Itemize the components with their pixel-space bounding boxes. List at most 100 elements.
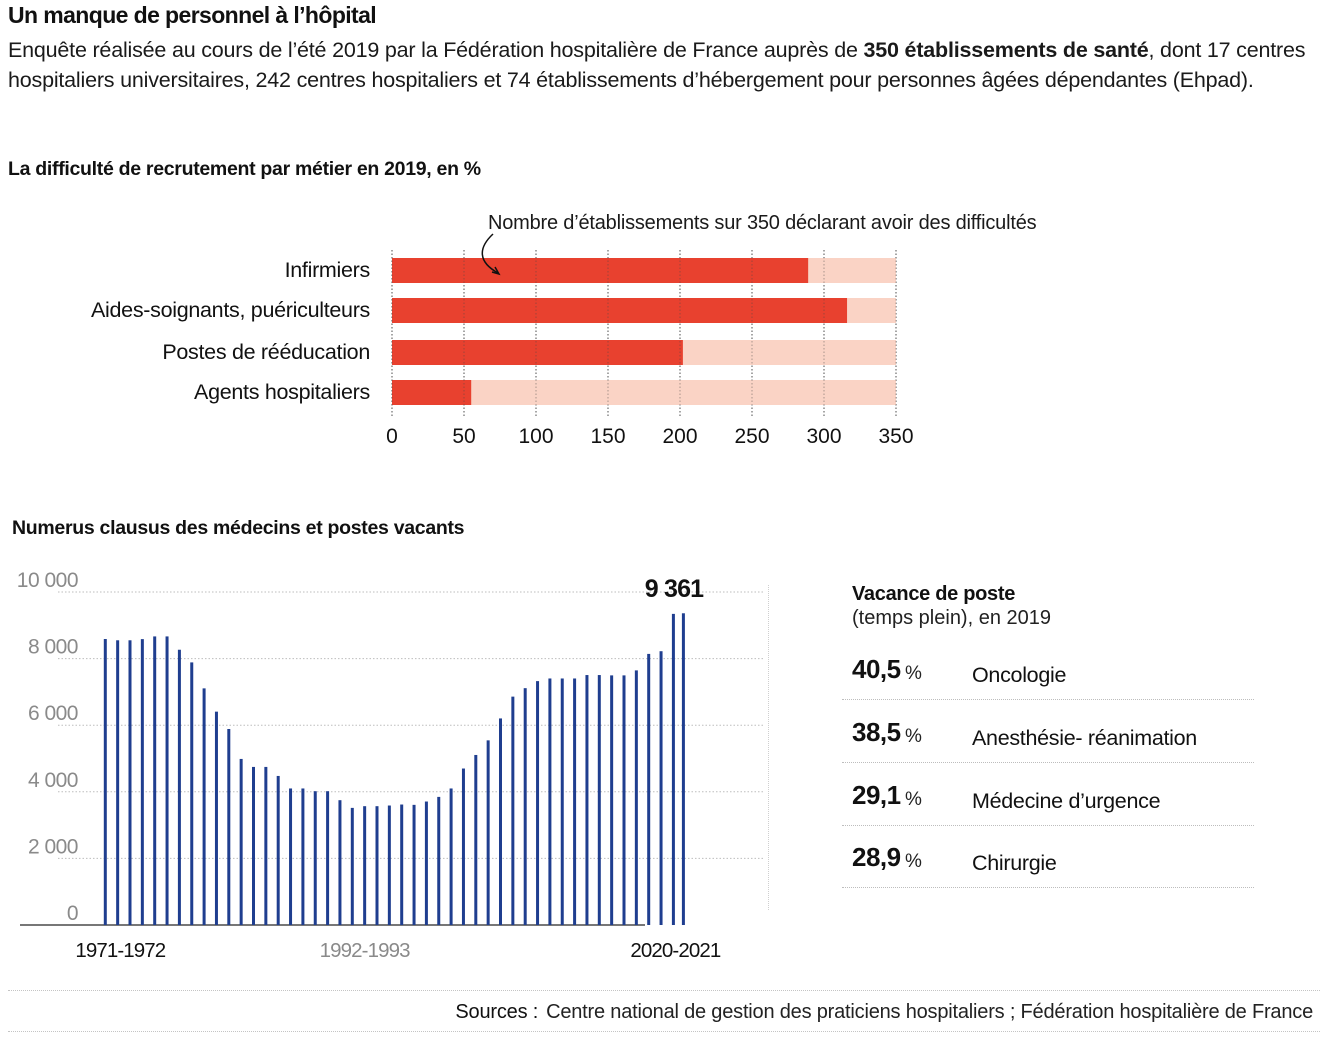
column-bar (412, 804, 416, 925)
vacancy-value: 40,5 (852, 654, 901, 684)
column-bar (585, 675, 589, 925)
column-bar (597, 675, 601, 925)
vacancy-label: Médecine d’urgence (972, 789, 1161, 813)
column-chart-title: Numerus clausus des médecins et postes v… (12, 517, 465, 539)
bar-chart-title: La difficulté de recrutement par métier … (8, 158, 481, 180)
column-bar (177, 649, 181, 925)
column-bar (227, 728, 231, 925)
bar-marks (391, 250, 897, 418)
column-bar (350, 807, 354, 925)
bar-x-tick-label: 0 (386, 425, 398, 448)
column-bar (289, 788, 293, 925)
column-bar (622, 675, 626, 925)
column-x-label: 1992-1993 (320, 939, 410, 962)
column-bar (511, 696, 515, 925)
intro-part-2: , dont 17 centres hospitaliers universit… (8, 38, 1306, 92)
column-bar (523, 688, 527, 925)
vacancy-value: 29,1 (852, 780, 901, 810)
column-bar (424, 801, 428, 925)
vacancy-value: 28,9 (852, 842, 901, 872)
annotation-arrowhead-icon (491, 266, 501, 276)
bar-x-tick-label: 250 (734, 425, 769, 448)
bar-x-tick-label: 150 (590, 425, 625, 448)
column-bar (153, 636, 157, 925)
column-gridlines (58, 591, 765, 859)
intro-text: Enquête réalisée au cours de l’été 2019 … (8, 35, 1318, 95)
column-y-tick-labels: 0 2 000 4 000 6 000 8 000 10 000 (17, 569, 79, 925)
footer-separator-bottom (8, 1031, 1320, 1032)
intro-bold: 350 établissements de santé (863, 38, 1149, 62)
annotation-arrow-icon (481, 233, 499, 274)
column-bar (116, 640, 120, 925)
column-bar (536, 681, 540, 925)
bar-x-tick-label: 200 (662, 425, 697, 448)
column-x-label: 1971-1972 (75, 939, 165, 962)
column-bar (313, 791, 317, 925)
column-bar (264, 766, 268, 925)
column-y-tick-label: 2 000 (28, 835, 78, 858)
column-bar (486, 740, 490, 925)
vacancy-row: 38,5% Anesthésie- réanimation (842, 700, 1254, 763)
numerus-clausus-chart: 0 2 000 4 000 6 000 8 000 10 000 1971-1972 199… (17, 569, 765, 962)
vertical-separator (768, 585, 769, 910)
bar-category-label: Agents hospitaliers (194, 380, 370, 404)
vacancy-panel: Vacance de poste (temps plein), en 2019 … (842, 583, 1262, 888)
bar-value (392, 258, 809, 283)
column-bar (548, 678, 552, 925)
footer-separator-top (8, 990, 1320, 991)
column-bar (338, 800, 342, 925)
vacancy-unit: % (905, 663, 922, 684)
column-bar (165, 636, 169, 925)
bar-category-label: Infirmiers (285, 258, 370, 282)
column-y-tick-label: 0 (67, 902, 78, 925)
column-bar (573, 678, 577, 925)
bar-category-labels: Infirmiers Aides-soignants, puériculteurs… (91, 258, 370, 404)
bar-x-tick-label: 350 (878, 425, 913, 448)
highlight-value-label: 9 361 (645, 575, 704, 603)
column-bar (437, 796, 441, 925)
vacancy-unit: % (905, 851, 922, 872)
bar-background (392, 380, 896, 405)
sources: Sources : Centre national de gestion des … (455, 1001, 1313, 1024)
column-bar (363, 806, 367, 925)
column-bar (190, 662, 194, 925)
sources-label: Sources : (455, 1001, 539, 1023)
column-bar (202, 688, 206, 925)
vacancy-label: Anesthésie- réanimation (972, 726, 1197, 750)
column-x-labels: 1971-1972 1992-1993 2020-2021 (75, 939, 721, 962)
bar-value (392, 340, 683, 365)
vacancy-value: 38,5 (852, 717, 901, 747)
column-bar (375, 806, 379, 925)
column-bar (499, 718, 502, 925)
vacancy-title: Vacance de poste (852, 583, 1016, 605)
vacancy-unit: % (905, 789, 922, 810)
column-bar (128, 640, 132, 925)
bar-x-tick-label: 300 (806, 425, 841, 448)
bar-category-label: Aides-soignants, puériculteurs (91, 298, 370, 322)
column-bar (449, 788, 453, 925)
vacancy-row: 40,5% Oncologie (842, 637, 1254, 700)
vacancy-row: 29,1% Médecine d’urgence (842, 763, 1254, 826)
column-bar (326, 791, 330, 925)
column-bar (647, 653, 651, 925)
bar-value (392, 298, 848, 323)
bar-x-tick-label: 100 (518, 425, 553, 448)
column-bar (681, 613, 685, 925)
column-bar (400, 804, 404, 925)
column-bar (239, 758, 243, 925)
column-bar (461, 768, 465, 925)
column-bar (140, 639, 144, 925)
graphic-title: Un manque de personnel à l’hôpital (8, 2, 377, 28)
vacancy-subtitle: (temps plein), en 2019 (852, 607, 1052, 629)
column-bar (671, 613, 675, 925)
column-bar (659, 651, 663, 925)
recruitment-bar-chart: Infirmiers Aides-soignants, puériculteurs… (91, 212, 1037, 448)
column-bar (214, 711, 218, 925)
column-bar (560, 678, 564, 925)
bar-value (392, 380, 472, 405)
bar-x-tick-labels: 0 50 100 150 200 250 300 350 (386, 425, 913, 448)
column-bar (103, 639, 107, 925)
column-bar (634, 670, 638, 925)
column-y-tick-label: 4 000 (28, 769, 78, 792)
column-marks (103, 613, 685, 925)
